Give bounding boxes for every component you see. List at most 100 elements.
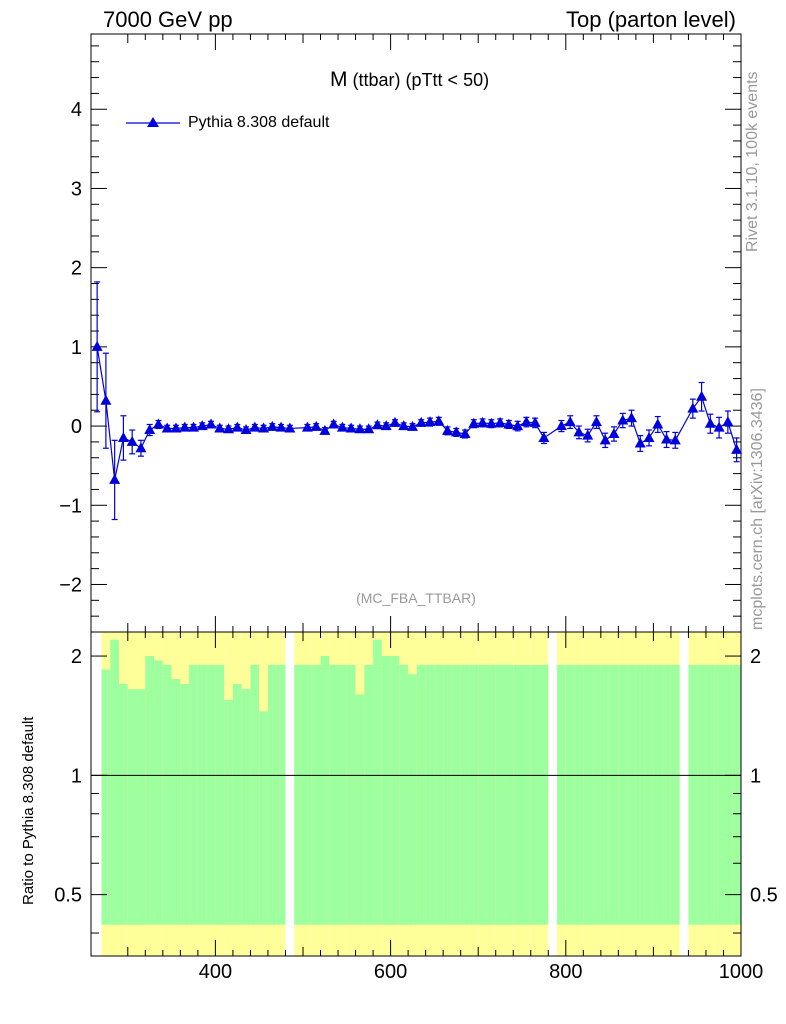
data-point (328, 418, 340, 429)
ratio-band-green (539, 664, 549, 925)
ratio-band-green (504, 664, 514, 925)
data-point (538, 431, 550, 442)
ratio-band-green (145, 656, 155, 925)
ratio-band-green (119, 684, 128, 925)
ratio-band-green (670, 664, 680, 925)
ratio-band-green (110, 639, 120, 925)
data-point (494, 416, 506, 427)
ratio-band-green (565, 664, 575, 925)
data-point (231, 421, 243, 432)
data-point (722, 416, 734, 427)
ratio-band-green (688, 664, 698, 925)
data-point (617, 414, 629, 425)
data-point (117, 431, 129, 442)
ratio-band-green (311, 664, 321, 925)
x-tick-label: 800 (549, 961, 582, 983)
data-point (336, 421, 348, 432)
ratio-band-green (635, 664, 645, 925)
ratio-band-green (697, 664, 706, 925)
data-point (187, 421, 199, 432)
data-point (652, 418, 664, 429)
data-point (687, 402, 699, 413)
data-point (529, 416, 541, 427)
ratio-band-green (390, 656, 400, 925)
ratio-band-green (714, 664, 724, 925)
data-point (179, 421, 191, 432)
data-point (284, 422, 296, 433)
ratio-band-green (574, 664, 584, 925)
data-point (205, 418, 217, 429)
data-point (310, 420, 322, 431)
ratio-band-green (250, 664, 260, 925)
ratio-band-green (101, 669, 111, 925)
data-point (564, 416, 576, 427)
data-point (634, 437, 646, 448)
data-point (363, 423, 375, 434)
ratio-band-green (232, 684, 242, 925)
ratio-band-green (259, 711, 268, 925)
ratio-band-green (618, 664, 628, 925)
ratio-band-green (162, 664, 172, 925)
data-point (582, 429, 594, 440)
ratio-band-green (206, 664, 216, 925)
chart-title-sub: (ttbar) (352, 70, 401, 90)
data-point (354, 423, 366, 434)
ratio-band-green (224, 699, 233, 925)
ratio-band-green (486, 664, 496, 925)
data-point (625, 412, 637, 423)
data-point (126, 435, 138, 446)
data-point (696, 390, 708, 401)
data-point (433, 415, 445, 426)
data-point (459, 427, 471, 438)
data-point (170, 422, 182, 433)
data-point (669, 434, 681, 445)
legend-marker-icon (126, 117, 180, 127)
series-line (96, 346, 738, 481)
ratio-band-green (364, 664, 374, 925)
data-point (731, 443, 743, 454)
ratio-band-green (451, 664, 461, 925)
x-tick-label: 400 (199, 961, 232, 983)
ratio-band-green (600, 664, 610, 925)
ratio-band-green (381, 656, 391, 925)
data-point (555, 420, 567, 431)
ratio-y-tick-label: 2 (71, 646, 82, 668)
data-point (704, 417, 716, 428)
ratio-band-green (127, 689, 137, 925)
data-point (319, 424, 331, 435)
ratio-band-green (355, 694, 365, 925)
data-point (415, 416, 427, 427)
data-point (389, 416, 401, 427)
data-point (503, 418, 515, 429)
y-tick-label: 1 (71, 337, 82, 359)
data-point (599, 434, 611, 445)
x-tick-label: 600 (374, 961, 407, 983)
legend: Pythia 8.308 default (126, 114, 329, 132)
ratio-band-green (592, 664, 601, 925)
ratio-band-green (443, 664, 452, 925)
y-tick-label: 4 (71, 99, 82, 121)
ratio-band-green (180, 684, 190, 925)
ratio-band-green (267, 664, 277, 925)
ratio-band-green (215, 664, 225, 925)
y-tick-label: 0 (71, 416, 82, 438)
data-point (100, 394, 112, 405)
y-tick-label: −2 (59, 574, 82, 596)
ratio-band-green (705, 664, 715, 925)
data-point (135, 442, 147, 453)
data-point (424, 416, 436, 427)
y-tick-label: −1 (59, 495, 82, 517)
data-point (406, 420, 418, 431)
ratio-band-green (329, 664, 339, 925)
ratio-band-green (338, 664, 347, 925)
chart-title-main: M (330, 68, 348, 91)
collision-energy-label: 7000 GeV pp (103, 7, 233, 32)
ratio-band-green (241, 689, 251, 925)
data-point (713, 421, 725, 432)
ratio-band-green (302, 664, 312, 925)
chart-title: M (ttbar) (pTtt < 50) (330, 68, 489, 92)
ratio-band-green (557, 664, 566, 925)
mcplots-credit-label: mcplots.cern.ch [arXiv:1306.3436] (749, 388, 766, 630)
data-point (380, 420, 392, 431)
data-point (371, 419, 383, 430)
